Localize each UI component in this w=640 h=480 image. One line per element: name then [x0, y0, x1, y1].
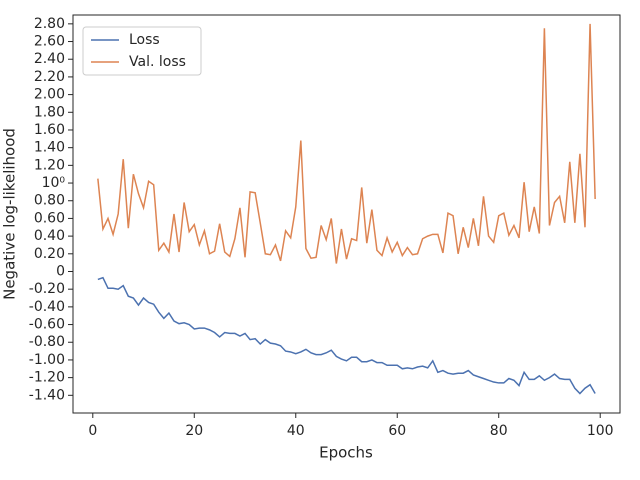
- legend-label: Loss: [129, 32, 160, 48]
- y-tick-label: 0.20: [34, 246, 65, 262]
- x-tick-label: 0: [88, 423, 97, 439]
- x-tick-label: 20: [185, 423, 203, 439]
- plot-frame: [72, 14, 621, 414]
- x-tick-label: 80: [490, 423, 508, 439]
- legend-box: [82, 26, 202, 76]
- series-line: [97, 276, 596, 395]
- y-tick-label: 1.20: [34, 157, 65, 173]
- y-tick-label: 1.40: [34, 140, 65, 156]
- x-axis-label: Epochs: [319, 444, 373, 462]
- x-tick-label: 40: [287, 423, 305, 439]
- series-line: [97, 23, 596, 264]
- y-axis-label: Negative log-likelihood: [1, 128, 19, 300]
- y-tick-label: -1.00: [29, 352, 65, 368]
- y-tick-label: 2.60: [34, 34, 65, 50]
- y-tick-label: 0: [56, 263, 65, 279]
- y-tick-label: 2.80: [34, 16, 65, 32]
- y-tick-label: 2.20: [34, 69, 65, 85]
- y-tick-label: -0.20: [29, 281, 65, 297]
- y-tick-label: -0.60: [29, 317, 65, 333]
- y-tick-label: 0.40: [34, 228, 65, 244]
- y-tick-label: 2.40: [34, 51, 65, 67]
- y-tick-label: -0.80: [29, 334, 65, 350]
- y-tick-label: 0.60: [34, 210, 65, 226]
- y-tick-label: 0.80: [34, 193, 65, 209]
- y-tick-label: 1.80: [34, 104, 65, 120]
- x-tick-label: 60: [388, 423, 406, 439]
- y-tick-label: -1.40: [29, 387, 65, 403]
- x-tick-label: 100: [587, 423, 614, 439]
- y-tick-label: 1.60: [34, 122, 65, 138]
- legend-label: Val. loss: [129, 54, 186, 70]
- y-tick-label: -1.20: [29, 370, 65, 386]
- y-tick-label: 10⁰: [42, 175, 66, 191]
- y-tick-label: -0.40: [29, 299, 65, 315]
- y-tick-label: 2.00: [34, 87, 65, 103]
